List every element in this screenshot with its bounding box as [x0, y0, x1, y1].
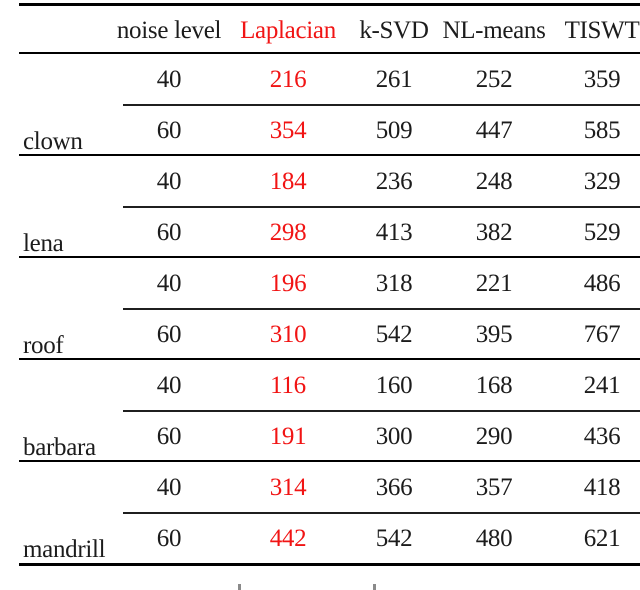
- table-top-rule: [19, 3, 640, 6]
- cell-value: 252: [475, 65, 513, 93]
- cell-value: 480: [475, 524, 513, 552]
- caption-cutoff-mark: [238, 584, 241, 590]
- image-name-label: lena: [23, 230, 64, 257]
- row-group-roof: 40 196 318 221 486 60 310 542 395 767 roof: [19, 258, 640, 360]
- noise-level-value: 40: [156, 65, 182, 93]
- cell-value: 248: [475, 167, 513, 195]
- column-header-noise-level: noise level: [116, 17, 222, 44]
- cell-value: 357: [475, 473, 513, 501]
- header-separator-rule: [19, 52, 640, 55]
- cell-value: 436: [583, 422, 621, 450]
- noise-level-value: 40: [156, 167, 182, 195]
- cell-value: 329: [583, 167, 621, 195]
- cell-value: 442: [269, 524, 307, 552]
- cell-value: 621: [583, 524, 621, 552]
- table-row: 60 442 542 480 621: [19, 513, 640, 564]
- noise-level-value: 60: [156, 422, 182, 450]
- cell-value: 236: [375, 167, 413, 195]
- caption-cutoff-mark: [373, 584, 376, 590]
- row-divider: [123, 512, 640, 514]
- cell-value: 585: [583, 116, 621, 144]
- cell-value: 196: [269, 269, 307, 297]
- row-divider: [123, 308, 640, 310]
- row-divider: [123, 206, 640, 208]
- cell-value: 310: [269, 320, 307, 348]
- row-divider: [123, 410, 640, 412]
- cell-value: 395: [475, 320, 513, 348]
- noise-level-value: 40: [156, 269, 182, 297]
- table-row: 40 196 318 221 486: [19, 258, 640, 309]
- table-body: 40 216 261 252 359 60 354 509 447 585 clown 40 184 23…: [19, 54, 640, 564]
- column-header-k-svd: k-SVD: [359, 17, 429, 44]
- image-name-label: barbara: [23, 434, 96, 461]
- header-row: noise level Laplacian k-SVD NL-means TISWT: [19, 8, 640, 54]
- row-group-clown: 40 216 261 252 359 60 354 509 447 585 clown: [19, 54, 640, 156]
- cell-value: 767: [583, 320, 621, 348]
- column-header-tiswt: TISWT: [564, 17, 640, 44]
- noise-level-value: 60: [156, 218, 182, 246]
- cell-value: 382: [475, 218, 513, 246]
- cell-value: 191: [269, 422, 307, 450]
- table-row: 40 216 261 252 359: [19, 54, 640, 105]
- group-divider-rule: [19, 460, 640, 462]
- noise-level-value: 40: [156, 473, 182, 501]
- cell-value: 366: [375, 473, 413, 501]
- group-divider-rule: [19, 256, 640, 258]
- noise-level-value: 60: [156, 320, 182, 348]
- cell-value: 542: [375, 524, 413, 552]
- cell-value: 447: [475, 116, 513, 144]
- cell-value: 261: [375, 65, 413, 93]
- table-row: 60 354 509 447 585: [19, 105, 640, 156]
- column-header-nl-means: NL-means: [442, 17, 546, 44]
- table-row: 40 314 366 357 418: [19, 462, 640, 513]
- cell-value: 529: [583, 218, 621, 246]
- cell-value: 542: [375, 320, 413, 348]
- cell-value: 300: [375, 422, 413, 450]
- cell-value: 168: [475, 371, 513, 399]
- cell-value: 354: [269, 116, 307, 144]
- table-row: 40 116 160 168 241: [19, 360, 640, 411]
- cell-value: 184: [269, 167, 307, 195]
- cell-value: 290: [475, 422, 513, 450]
- cell-value: 116: [270, 371, 306, 399]
- noise-level-value: 60: [156, 524, 182, 552]
- table-row: 60 191 300 290 436: [19, 411, 640, 462]
- noise-level-value: 60: [156, 116, 182, 144]
- table-row: 60 310 542 395 767: [19, 309, 640, 360]
- row-group-mandrill: 40 314 366 357 418 60 442 542 480 621 mandrill: [19, 462, 640, 564]
- noise-level-value: 40: [156, 371, 182, 399]
- cell-value: 216: [269, 65, 307, 93]
- table-row: 60 298 413 382 529: [19, 207, 640, 258]
- cell-value: 241: [583, 371, 621, 399]
- group-divider-rule: [19, 358, 640, 360]
- table-bottom-rule: [19, 563, 640, 566]
- cell-value: 298: [269, 218, 307, 246]
- cell-value: 359: [583, 65, 621, 93]
- row-group-lena: 40 184 236 248 329 60 298 413 382 529 lena: [19, 156, 640, 258]
- cell-value: 418: [583, 473, 621, 501]
- cell-value: 509: [375, 116, 413, 144]
- row-divider: [123, 104, 640, 106]
- row-group-barbara: 40 116 160 168 241 60 191 300 290 436 barbara: [19, 360, 640, 462]
- cell-value: 413: [375, 218, 413, 246]
- image-name-label: roof: [23, 332, 64, 359]
- column-header-laplacian: Laplacian: [240, 17, 336, 44]
- table-row: 40 184 236 248 329: [19, 156, 640, 207]
- image-name-label: clown: [23, 128, 83, 155]
- cell-value: 160: [375, 371, 413, 399]
- cell-value: 486: [583, 269, 621, 297]
- cell-value: 314: [269, 473, 307, 501]
- cell-value: 221: [475, 269, 513, 297]
- cell-value: 318: [375, 269, 413, 297]
- image-name-label: mandrill: [23, 536, 106, 563]
- group-divider-rule: [19, 154, 640, 156]
